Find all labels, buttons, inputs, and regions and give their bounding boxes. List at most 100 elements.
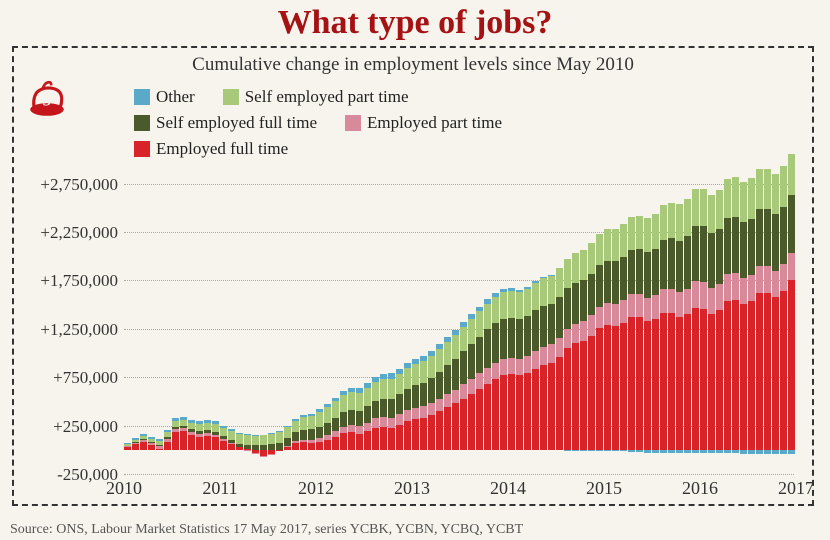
bar-segment-emp-pt (476, 373, 483, 388)
bar-segment-self-ft (212, 432, 219, 435)
bar-segment-other (156, 439, 163, 441)
bar-segment-other (516, 290, 523, 292)
bar-segment-emp-ft (548, 363, 555, 450)
bar-segment-emp-pt (204, 433, 211, 436)
bar-segment-other (124, 443, 131, 444)
bar-segment-other (508, 288, 515, 291)
bar-segment-other (340, 391, 347, 395)
bar-segment-self-ft (388, 399, 395, 418)
bar-column (204, 174, 211, 474)
bar-segment-self-pt (220, 428, 227, 436)
bar-segment-other (772, 450, 779, 454)
bar-segment-emp-pt (756, 266, 763, 293)
bar-segment-other (428, 351, 435, 356)
bar-segment-other (620, 450, 627, 451)
bar-segment-emp-pt (260, 456, 267, 457)
bar-segment-self-ft (172, 427, 179, 429)
bar-segment-self-pt (212, 424, 219, 432)
bar-column (588, 174, 595, 474)
bar-segment-emp-pt (460, 384, 467, 399)
bar-segment-emp-pt (412, 408, 419, 419)
bar-segment-self-ft (268, 444, 275, 450)
bar-segment-other (332, 398, 339, 402)
bar-segment-other (676, 450, 683, 453)
bar-segment-other (316, 409, 323, 412)
bar-segment-emp-ft (172, 432, 179, 449)
bar-segment-emp-ft (276, 450, 283, 451)
bar-segment-emp-pt (716, 284, 723, 311)
bar-column (484, 174, 491, 474)
bar-column (388, 174, 395, 474)
bar-segment-emp-pt (404, 410, 411, 421)
bar-segment-self-pt (188, 423, 195, 429)
bar-segment-emp-pt (308, 440, 315, 443)
bar-segment-self-ft (276, 443, 283, 450)
bar-segment-self-pt (740, 182, 747, 222)
bar-segment-emp-ft (380, 427, 387, 450)
bar-segment-emp-ft (660, 313, 667, 449)
bar-segment-self-pt (380, 379, 387, 398)
bar-segment-emp-ft (316, 442, 323, 450)
bar-segment-emp-ft (564, 348, 571, 450)
bar-segment-self-ft (380, 399, 387, 417)
bar-segment-self-ft (236, 444, 243, 447)
bar-segment-emp-pt (292, 441, 299, 443)
gridline: -250,000 (124, 474, 794, 475)
bar-segment-self-pt (516, 292, 523, 319)
bar-segment-emp-ft (524, 373, 531, 449)
bar-segment-emp-ft (492, 379, 499, 450)
bar-segment-other (140, 434, 147, 436)
bar-segment-emp-ft (556, 357, 563, 450)
bar-segment-other (644, 450, 651, 453)
bar-segment-self-ft (692, 226, 699, 281)
bar-column (660, 174, 667, 474)
bar-segment-other (244, 434, 251, 435)
bar-segment-emp-ft (284, 447, 291, 450)
bar-segment-other (348, 388, 355, 392)
bar-segment-emp-pt (660, 289, 667, 313)
bar-segment-self-pt (708, 195, 715, 233)
bar-segment-self-pt (252, 436, 259, 446)
bar-segment-self-pt (500, 292, 507, 319)
bar-column (124, 174, 131, 474)
bar-segment-emp-pt (572, 324, 579, 344)
bar-column (788, 174, 795, 474)
bar-segment-self-ft (772, 214, 779, 271)
bar-column (468, 174, 475, 474)
bar-segment-emp-ft (604, 325, 611, 450)
bar-segment-self-pt (468, 319, 475, 344)
bar-segment-self-ft (348, 410, 355, 425)
bar-segment-other (228, 429, 235, 431)
bar-segment-self-ft (420, 383, 427, 406)
bar-segment-other (612, 450, 619, 451)
legend-item-emp-pt: Employed part time (345, 110, 502, 136)
bar-segment-emp-ft (764, 293, 771, 450)
bar-segment-emp-ft (644, 321, 651, 450)
bar-segment-emp-pt (300, 440, 307, 442)
bar-segment-self-pt (164, 432, 171, 437)
bar-segment-emp-pt (532, 351, 539, 368)
bar-column (492, 174, 499, 474)
x-tick-label: 2012 (298, 478, 334, 499)
bar-segment-self-ft (668, 238, 675, 288)
bar-segment-self-pt (244, 435, 251, 445)
bar-segment-self-ft (748, 219, 755, 275)
bar-column (780, 174, 787, 474)
bar-segment-other (212, 421, 219, 424)
bar-segment-self-ft (684, 236, 691, 289)
bar-segment-self-pt (580, 250, 587, 280)
bar-segment-emp-ft (772, 297, 779, 450)
bar-segment-emp-ft (356, 434, 363, 449)
bar-segment-self-pt (428, 356, 435, 378)
bar-column (500, 174, 507, 474)
bar-segment-emp-ft (388, 428, 395, 450)
bar-column (740, 174, 747, 474)
bar-segment-self-pt (508, 291, 515, 318)
bar-segment-other (460, 322, 467, 327)
bar-segment-emp-ft (716, 310, 723, 449)
bar-column (428, 174, 435, 474)
bar-segment-self-pt (756, 169, 763, 210)
bar-segment-self-pt (236, 434, 243, 443)
bar-column (444, 174, 451, 474)
bar-segment-other (436, 344, 443, 349)
